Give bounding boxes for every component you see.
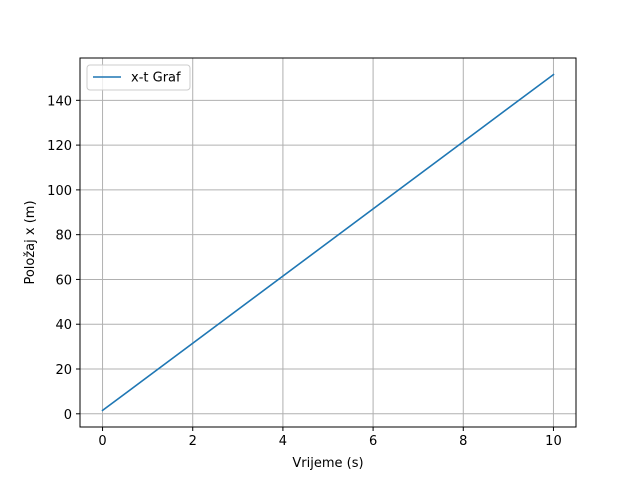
y-tick-label: 0 <box>64 408 72 423</box>
y-tick-label: 140 <box>47 94 72 109</box>
x-tick-label: 4 <box>279 434 287 449</box>
x-tick-label: 8 <box>459 434 467 449</box>
x-tick-label: 0 <box>98 434 106 449</box>
series-layer <box>101 73 555 412</box>
y-tick-label: 60 <box>55 273 72 288</box>
y-axis-label: Položaj x (m) <box>23 200 38 284</box>
y-tick-label: 80 <box>55 229 72 244</box>
y-tick-label: 40 <box>55 318 72 333</box>
legend: x-t Graf <box>86 64 191 91</box>
legend-entry-x-t-graf: x-t Graf <box>131 71 181 86</box>
x-axis-label: Vrijeme (s) <box>292 456 363 471</box>
x-tick-label: 10 <box>545 434 562 449</box>
x-tick-label: 2 <box>189 434 197 449</box>
y-tick-label: 100 <box>47 184 72 199</box>
grid <box>80 58 576 427</box>
axes-frame <box>79 57 577 428</box>
y-tick-label: 20 <box>55 363 72 378</box>
legend-box <box>86 64 191 91</box>
y-tick-label: 120 <box>47 139 72 154</box>
series-line-x-t-graf <box>101 73 555 412</box>
x-tick-label: 6 <box>369 434 377 449</box>
